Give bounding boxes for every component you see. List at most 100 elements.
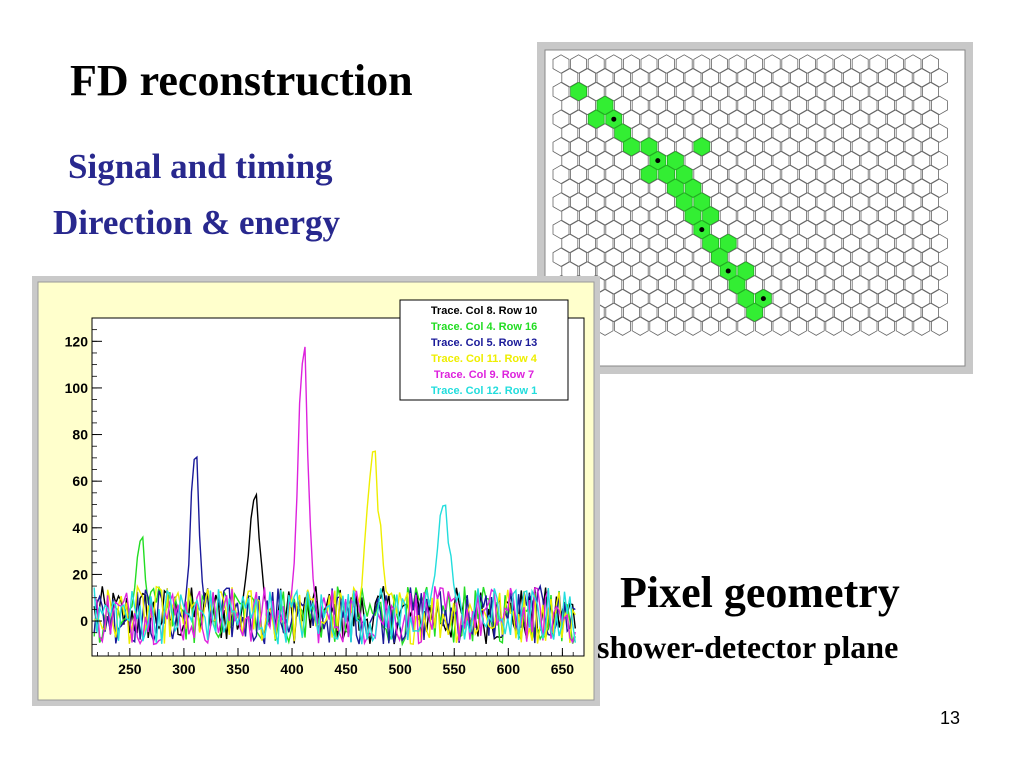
pixel-cell xyxy=(675,247,693,267)
pixel-cell xyxy=(772,206,790,226)
pixel-cell xyxy=(710,137,728,157)
pixel-cell xyxy=(684,316,702,336)
pixel-cell xyxy=(930,261,948,281)
pixel-cell xyxy=(561,178,579,198)
pixel-hit xyxy=(737,261,755,281)
pixel-map-panel xyxy=(537,42,973,374)
pixel-cell xyxy=(781,164,799,185)
pixel-cell xyxy=(913,123,931,143)
pixel-cell xyxy=(702,178,720,198)
pixel-cell xyxy=(772,178,790,198)
pixel-cell xyxy=(719,288,737,309)
pixel-cell xyxy=(728,219,746,240)
pixel-cell xyxy=(816,137,834,157)
legend-entry: Trace. Col 5. Row 13 xyxy=(431,337,537,349)
pixel-cell xyxy=(842,178,860,198)
pixel-cell xyxy=(570,137,587,157)
pixel-cell xyxy=(719,316,737,336)
pixel-cell xyxy=(728,192,746,212)
legend-entry: Trace. Col 11. Row 4 xyxy=(431,353,538,365)
pixel-cell xyxy=(666,288,684,309)
y-tick-label: 20 xyxy=(72,566,88,582)
pixel-cell xyxy=(869,247,887,267)
pixel-cell xyxy=(658,192,676,212)
pixel-cell xyxy=(684,123,702,143)
pixel-cell xyxy=(570,109,587,129)
pixel-cell xyxy=(930,206,948,226)
pixel-cell xyxy=(922,302,940,323)
pixel-cell xyxy=(614,178,631,198)
pixel-cell xyxy=(904,137,922,157)
pixel-cell xyxy=(649,68,667,88)
pixel-cell xyxy=(605,164,623,185)
pixel-cell xyxy=(631,123,649,143)
pixel-cell xyxy=(930,95,948,116)
pixel-cell xyxy=(798,219,816,240)
pixel-cell xyxy=(922,164,940,185)
pixel-cell xyxy=(552,164,570,185)
pixel-cell xyxy=(807,316,825,336)
pixel-cell xyxy=(913,95,931,116)
pixel-cell xyxy=(772,123,790,143)
pixel-cell xyxy=(807,150,825,171)
pixel-cell xyxy=(878,178,896,198)
pixel-cell xyxy=(790,68,808,88)
pixel-cell xyxy=(710,109,728,129)
pixel-cell xyxy=(878,123,896,143)
pixel-cell xyxy=(781,192,799,212)
pixel-cell xyxy=(658,247,676,267)
pixel-cell xyxy=(649,316,667,336)
pixel-cell xyxy=(684,150,702,171)
pixel-cell xyxy=(842,150,860,171)
pixel-cell xyxy=(719,150,737,171)
pixel-cell xyxy=(842,233,860,254)
pixel-cell xyxy=(842,206,860,226)
pixel-cell xyxy=(860,288,878,309)
pixel-cell xyxy=(825,288,843,309)
pixel-cell xyxy=(878,206,896,226)
pixel-cell xyxy=(930,288,948,309)
pixel-cell xyxy=(886,275,904,295)
pixel-cell xyxy=(772,150,790,171)
pixel-cell xyxy=(763,275,781,295)
pixel-cell xyxy=(825,206,843,226)
plot-axes: 250 300 350 400 450 500 550 600 650 0 20 40 60 80 100 1… xyxy=(65,317,585,677)
pixel-hit xyxy=(596,95,614,116)
pixel-cell xyxy=(728,137,746,157)
y-tick-label: 80 xyxy=(72,427,88,443)
pixel-cell xyxy=(869,137,887,157)
pixel-cell xyxy=(807,288,825,309)
trace-series-line xyxy=(93,450,576,646)
pixel-cell xyxy=(587,164,605,185)
pixel-cell xyxy=(605,219,623,240)
pixel-cell xyxy=(693,109,711,129)
trace-series-line xyxy=(93,346,576,646)
x-tick-label: 650 xyxy=(551,661,575,677)
pixel-cell xyxy=(825,123,843,143)
pixel-cell xyxy=(596,233,614,254)
pixel-cell xyxy=(798,109,816,129)
pixel-cell xyxy=(684,288,702,309)
pixel-cell xyxy=(816,192,834,212)
pixel-cell xyxy=(763,192,781,212)
pixel-cell xyxy=(790,261,808,281)
pixel-cell xyxy=(570,164,587,185)
pixel-cell xyxy=(746,109,764,129)
pixel-cell xyxy=(842,123,860,143)
pixel-cell xyxy=(834,81,852,102)
pixel-cell xyxy=(587,219,605,240)
pixel-geometry-title: Pixel geometry xyxy=(620,568,900,617)
pixel-cell xyxy=(781,81,799,102)
pixel-cell xyxy=(851,137,869,157)
pixel-cell xyxy=(614,95,631,116)
pixel-cell xyxy=(596,206,614,226)
pixel-cell xyxy=(728,302,746,323)
pixel-marker xyxy=(655,158,661,164)
pixel-cell xyxy=(842,95,860,116)
pixel-cell xyxy=(702,95,720,116)
pixel-cell xyxy=(834,164,852,185)
pixel-cell xyxy=(675,54,693,74)
pixel-cell xyxy=(675,275,693,295)
pixel-cell xyxy=(886,54,904,74)
pixel-cell xyxy=(930,68,948,88)
